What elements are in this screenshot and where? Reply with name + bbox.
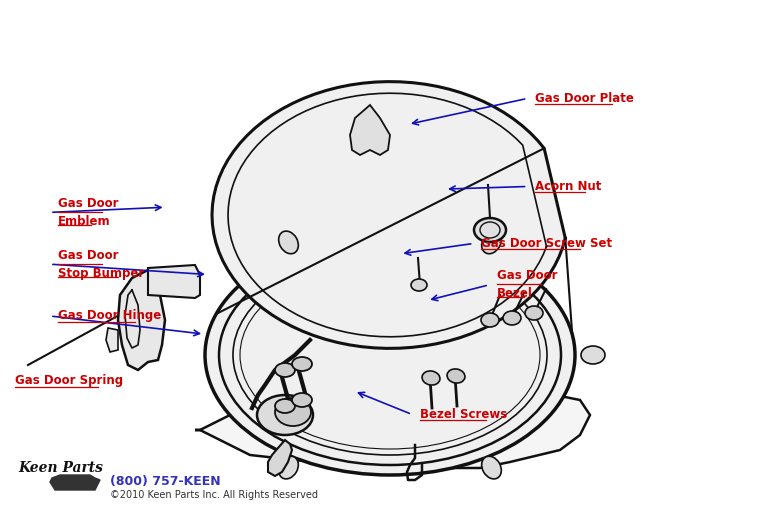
Text: Bezel Screws: Bezel Screws — [420, 408, 507, 421]
Polygon shape — [148, 265, 200, 298]
Ellipse shape — [482, 456, 501, 479]
Polygon shape — [350, 105, 390, 155]
Polygon shape — [50, 475, 100, 490]
Polygon shape — [268, 440, 292, 476]
Ellipse shape — [581, 346, 605, 364]
Text: Acorn Nut: Acorn Nut — [535, 180, 601, 193]
Text: Gas Door
Bezel: Gas Door Bezel — [497, 269, 557, 300]
Ellipse shape — [482, 231, 501, 254]
Ellipse shape — [422, 371, 440, 385]
Ellipse shape — [447, 369, 465, 383]
Ellipse shape — [275, 399, 295, 413]
Text: Gas Door
Stop Bumper: Gas Door Stop Bumper — [58, 249, 144, 280]
Ellipse shape — [275, 363, 295, 377]
Polygon shape — [212, 82, 565, 349]
Ellipse shape — [275, 398, 311, 426]
Ellipse shape — [292, 393, 312, 407]
Ellipse shape — [205, 235, 575, 475]
Text: Gas Door Plate: Gas Door Plate — [535, 92, 634, 105]
Ellipse shape — [257, 395, 313, 435]
Ellipse shape — [279, 231, 298, 254]
Text: Gas Door
Emblem: Gas Door Emblem — [58, 197, 119, 228]
Polygon shape — [195, 388, 590, 468]
Ellipse shape — [292, 357, 312, 371]
Text: ©2010 Keen Parts Inc. All Rights Reserved: ©2010 Keen Parts Inc. All Rights Reserve… — [110, 490, 318, 500]
Text: Gas Door Screw Set: Gas Door Screw Set — [481, 237, 612, 250]
Ellipse shape — [474, 218, 506, 242]
Text: Gas Door Spring: Gas Door Spring — [15, 374, 123, 387]
Polygon shape — [106, 328, 118, 352]
Ellipse shape — [481, 313, 499, 327]
Ellipse shape — [411, 279, 427, 291]
Polygon shape — [118, 270, 165, 370]
Text: Keen Parts: Keen Parts — [18, 461, 103, 475]
Text: (800) 757-KEEN: (800) 757-KEEN — [110, 475, 221, 488]
Ellipse shape — [503, 311, 521, 325]
Text: Gas Door Hinge: Gas Door Hinge — [58, 309, 161, 323]
Ellipse shape — [279, 456, 298, 479]
Ellipse shape — [525, 306, 543, 320]
